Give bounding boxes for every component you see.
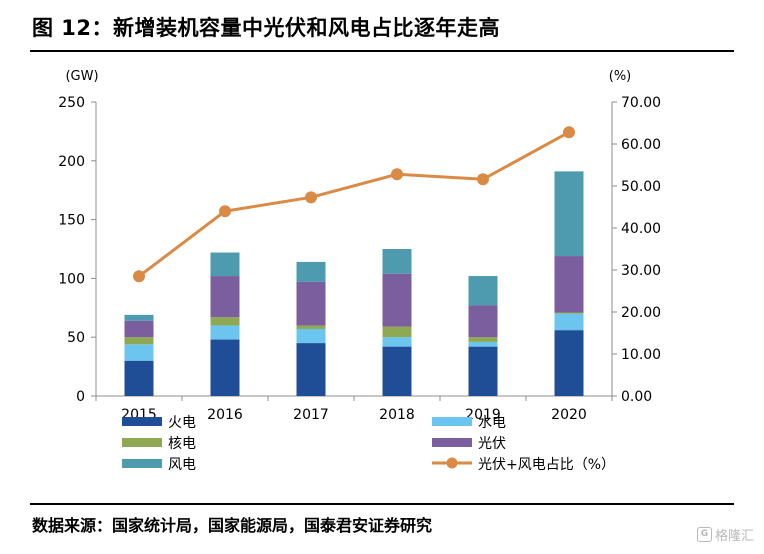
legend-swatch-nuclear — [122, 438, 162, 447]
share-line — [133, 126, 575, 283]
bar-solar — [554, 256, 584, 313]
bar-nuclear — [124, 337, 154, 345]
y2-tick-label: 0.00 — [621, 389, 652, 405]
x-tick-label: 2018 — [379, 407, 415, 423]
y-tick-label: 50 — [67, 330, 85, 346]
bar-wind — [210, 252, 240, 277]
bar-hydro — [468, 341, 498, 347]
x-tick-label: 2017 — [293, 407, 329, 423]
legend-swatch-solar — [432, 438, 472, 447]
bar-hydro — [124, 344, 154, 361]
share-point — [219, 205, 231, 218]
share-point — [477, 173, 489, 186]
bar-hydro — [296, 328, 326, 344]
bar-solar — [382, 273, 412, 327]
legend-swatch-hydro — [432, 417, 472, 426]
y2-tick-label: 20.00 — [621, 305, 661, 321]
legend-label-nuclear: 核电 — [168, 436, 196, 452]
legend-marker-share — [446, 457, 458, 469]
bar-solar — [468, 305, 498, 338]
legend-label-wind: 风电 — [168, 457, 196, 473]
watermark-logo-icon: G — [696, 527, 712, 542]
bar-hydro — [210, 325, 240, 340]
legend-label-share: 光伏+风电占比（%） — [478, 457, 615, 473]
bar-wind — [124, 314, 154, 321]
bar-hydro — [382, 337, 412, 347]
bar-nuclear — [468, 337, 498, 342]
bar-wind — [554, 171, 584, 257]
data-source: 数据来源：国家统计局，国家能源局，国泰君安证券研究 — [32, 516, 433, 535]
y-tick-label: 200 — [58, 154, 85, 170]
bar-solar — [124, 320, 154, 338]
legend-label-solar: 光伏 — [478, 436, 506, 452]
y2-tick-label: 50.00 — [621, 179, 661, 195]
bar-thermal — [554, 330, 584, 396]
y2-unit-label: (%) — [609, 69, 632, 84]
legend-swatch-wind — [122, 459, 162, 468]
bar-solar — [210, 276, 240, 318]
bar-solar — [296, 281, 326, 326]
y-tick-label: 250 — [58, 95, 85, 111]
bar-thermal — [382, 346, 412, 396]
y-unit-label: (GW) — [65, 69, 98, 84]
bar-nuclear — [296, 325, 326, 329]
share-line-path — [138, 130, 570, 278]
x-tick-label: 2019 — [465, 407, 501, 423]
bar-nuclear — [554, 312, 584, 314]
watermark-text: 格隆汇 — [714, 529, 754, 544]
title-rule — [30, 50, 734, 52]
bar-thermal — [124, 360, 154, 396]
y2-tick-label: 10.00 — [621, 347, 661, 363]
share-point — [305, 191, 317, 204]
bar-hydro — [554, 313, 584, 331]
y-tick-label: 150 — [58, 213, 85, 229]
y2-tick-label: 60.00 — [621, 137, 661, 153]
figure-title: 图 12：新增装机容量中光伏和风电占比逐年走高 — [32, 16, 501, 40]
bar-wind — [296, 261, 326, 282]
chart-bars — [124, 171, 584, 396]
source-rule — [30, 503, 734, 505]
y2-tick-label: 70.00 — [621, 95, 661, 111]
bar-nuclear — [210, 317, 240, 326]
share-point — [133, 270, 145, 283]
share-point — [391, 168, 403, 181]
y-tick-label: 100 — [58, 271, 85, 287]
x-tick-label: 2020 — [551, 407, 587, 423]
legend-label-thermal: 火电 — [168, 415, 196, 431]
legend-label-hydro: 水电 — [478, 415, 506, 431]
chart-axes: 0 50 100 150 200 250 0.00 10.00 20.00 30.00 40.00 5… — [58, 69, 661, 423]
watermark: G 格隆汇 — [696, 525, 754, 544]
share-point — [563, 126, 575, 139]
x-tick-label: 2016 — [207, 407, 243, 423]
bar-thermal — [210, 339, 240, 396]
y2-tick-label: 40.00 — [621, 221, 661, 237]
y-tick-label: 0 — [76, 389, 85, 405]
y2-tick-label: 30.00 — [621, 263, 661, 279]
bar-wind — [468, 276, 498, 306]
bar-nuclear — [382, 326, 412, 338]
bar-thermal — [296, 343, 326, 396]
bar-thermal — [468, 346, 498, 396]
bar-wind — [382, 249, 412, 274]
legend-swatch-thermal — [122, 417, 162, 426]
